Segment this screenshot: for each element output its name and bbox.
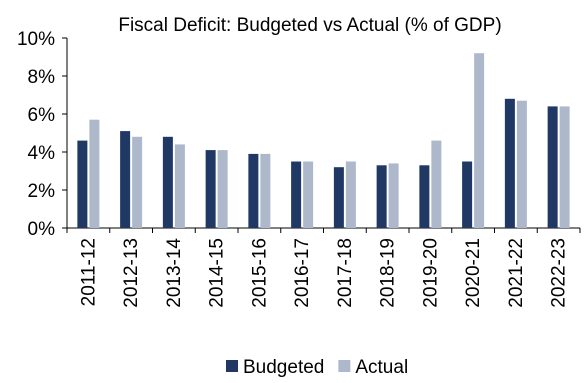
bar-actual-2019-20 [431,140,442,228]
bar-budgeted-2011-12 [77,140,88,228]
bar-budgeted-2017-18 [333,167,344,228]
y-tick-label: 4% [28,143,56,164]
x-tick-label: 2015-16 [249,238,270,308]
legend-swatch-budgeted [226,360,238,372]
x-tick-label: 2012-13 [121,238,142,308]
x-tick-label: 2014-15 [207,238,228,308]
bar-actual-2017-18 [345,161,356,228]
bar-actual-2021-22 [516,100,527,228]
bar-budgeted-2021-22 [504,98,515,228]
chart-title: Fiscal Deficit: Budgeted vs Actual (% of… [118,15,501,36]
bar-actual-2011-12 [89,119,100,228]
y-tick-label: 8% [28,67,56,88]
x-tick-label: 2011-12 [78,238,99,306]
x-tick-label: 2019-20 [420,238,441,308]
bars [77,53,570,229]
bar-budgeted-2018-19 [376,165,387,228]
bar-actual-2016-17 [303,161,314,228]
legend-label-budgeted: Budgeted [243,357,324,378]
bar-actual-2018-19 [388,163,399,228]
bar-actual-2022-23 [559,106,570,228]
x-tick-label: 2018-19 [378,238,399,308]
bar-actual-2013-14 [174,144,185,228]
bar-budgeted-2012-13 [120,131,131,228]
legend: Budgeted Actual [226,357,408,378]
x-tick-label: 2017-18 [335,238,356,308]
y-tick-label: 10% [17,29,55,50]
y-tick-label: 2% [28,181,56,202]
x-tick-label: 2021-22 [506,238,527,308]
bar-actual-2014-15 [217,150,228,228]
legend-label-actual: Actual [355,357,408,378]
bar-budgeted-2022-23 [547,106,558,228]
legend-swatch-actual [338,360,351,372]
y-tick-label: 6% [28,105,56,126]
bar-actual-2020-21 [474,53,485,229]
x-tick-label: 2013-14 [164,238,185,308]
bar-budgeted-2020-21 [462,161,473,228]
x-tick-label: 2016-17 [292,238,313,308]
bar-budgeted-2014-15 [205,150,216,228]
bar-budgeted-2016-17 [291,161,302,228]
x-axis: 2011-12 2012-13 2013-14 2014-15 2015-16 2016-… [66,227,581,308]
bar-actual-2012-13 [132,136,143,228]
bar-budgeted-2019-20 [419,165,430,228]
x-tick-label: 2022-23 [549,238,570,308]
x-tick-label: 2020-21 [463,238,484,308]
y-tick-label: 0% [28,219,56,240]
bar-actual-2015-16 [260,153,271,228]
bar-budgeted-2015-16 [248,153,259,228]
y-axis: 0% 2% 4% 6% 8% 10% [17,29,68,240]
bar-budgeted-2013-14 [162,136,173,228]
